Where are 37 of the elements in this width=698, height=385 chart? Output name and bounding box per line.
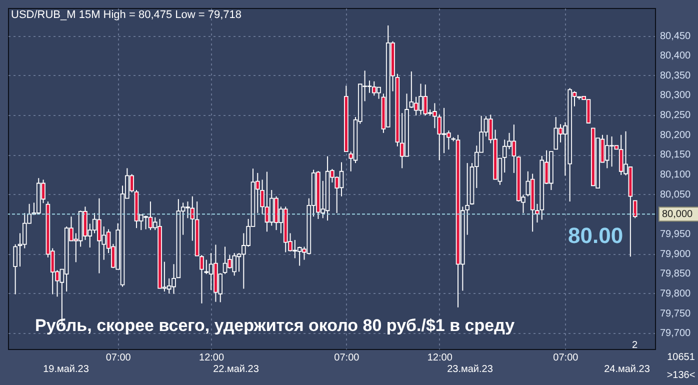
chart-title: USD/RUB_M 15M High = 80,475 Low = 79,718 [11,9,242,21]
y-tick-label: 80,250 [660,110,692,122]
text: 23.май.23 [447,364,494,375]
y-tick-label: 80,300 [660,90,692,102]
x-tick-label: 12:00 [427,352,453,364]
text: >136< [666,370,696,381]
text: 24.май.23 [604,364,650,375]
text: 19.май.23 [43,364,90,375]
x-tick-label: 12:00 [199,352,224,364]
y-tick-label: 79,950 [660,229,692,240]
y-tick-label: 80,450 [660,30,692,42]
candlestick [554,116,558,150]
y-tick-label: 80,200 [660,130,692,141]
y-tick-label: 79,750 [660,308,692,320]
annotation: 80.00 [568,223,624,248]
y-tick-label: 80,350 [660,70,692,82]
candlestick [632,200,638,219]
y-tick-label: 80,150 [660,150,692,161]
candlestick [13,244,18,295]
x-tick-label: 07:00 [334,352,360,364]
x-tick-label: 07:00 [106,352,132,364]
y-tick-label: 80,400 [660,50,692,62]
annotation: Рубль, скорее всего, удержится около 80 руб./$1 в среду [35,316,516,335]
y-tick-label: 79,800 [660,288,692,300]
x-tick-label: 07:00 [553,352,579,364]
text: 22.май.23 [213,364,260,375]
candlestick [204,259,209,275]
y-tick-label: 79,900 [660,248,692,260]
candlestick [409,70,414,108]
y-tick-label: 79,850 [660,268,692,280]
y-tick-label: 80,100 [660,170,692,181]
text: 10651 [667,352,696,363]
candlestick [437,114,442,161]
y-tick-label: 80,050 [660,189,692,200]
y-tick-label: 79,700 [660,328,692,340]
annotation: 2 [632,340,638,351]
ref-line-label: 80,000 [662,209,694,220]
